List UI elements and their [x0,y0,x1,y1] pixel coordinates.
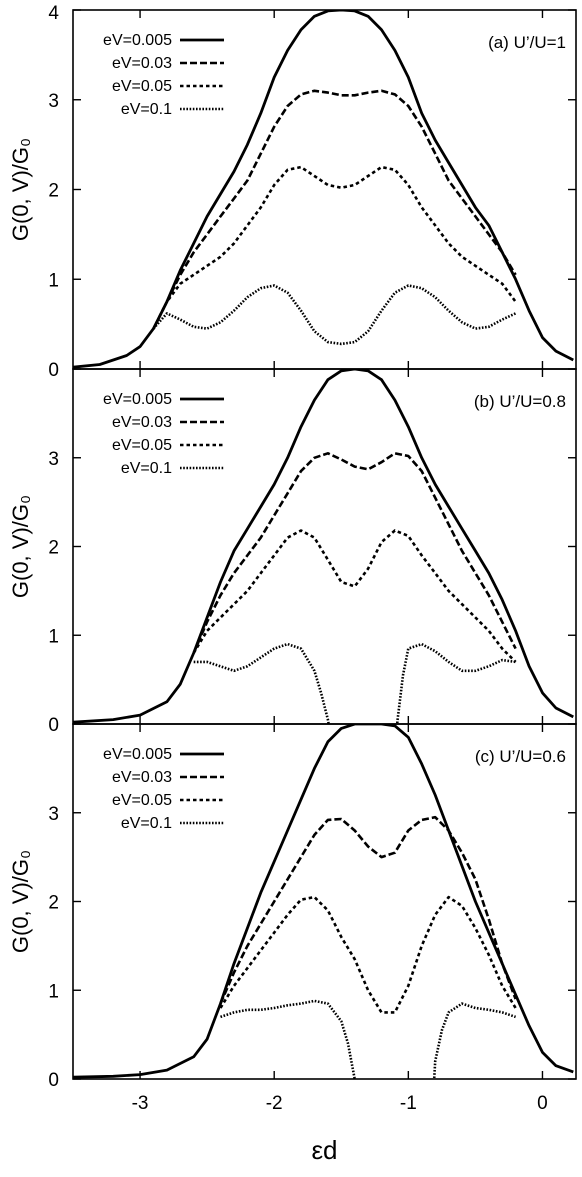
series-line [152,284,517,346]
series-line [219,895,517,1014]
x-tick-label: -3 [132,1093,149,1114]
y-tick-label: 0 [48,1070,59,1091]
x-tick-label: 0 [537,1093,548,1114]
y-tick-label: 3 [48,449,59,470]
series-line [73,10,574,369]
panels-group: 0 1 2 3 4 G(0, V)/G₀ eV=0.005 eV=0.03 eV=0.05 eV=… [8,3,577,1165]
series-group [73,10,574,369]
legend-label: eV=0.1 [121,460,172,477]
y-tick-label: 1 [48,626,59,647]
series-line [192,529,517,663]
series-group [73,724,574,1079]
y-tick-label: 1 [48,270,59,291]
series-line [152,89,517,330]
legend-label: eV=0.1 [121,101,172,118]
x-axis-label: εd [311,1135,337,1165]
legend-label: eV=0.03 [112,769,172,786]
y-tick-label: 0 [48,360,59,381]
series-group [73,369,574,724]
panel-2: 0 1 2 3 G(0, V)/G₀ eV=0.005 eV=0.03 eV=0.05 eV=0… [8,368,577,736]
series-line [193,642,516,724]
y-tick-label: 0 [48,715,59,736]
series-line [220,999,517,1079]
y-tick-label: 2 [48,181,59,202]
panel-3: 0 1 2 3 -3 -2 -1 0 G(0, V)/G₀ εd eV=0.005 eV=0.03 eV… [8,723,577,1165]
legend-label: eV=0.05 [112,792,172,809]
series-line [219,815,517,1005]
y-tick-label: 2 [48,893,59,914]
y-tick-label: 3 [48,804,59,825]
y-axis-label: G(0, V)/G₀ [8,495,33,598]
panel-title: (c) U’/U=0.6 [475,747,566,766]
legend-label: eV=0.1 [121,815,172,832]
y-axis-label: G(0, V)/G₀ [8,138,33,241]
y-tick-label: 3 [48,91,59,112]
legend-label: eV=0.03 [112,55,172,72]
panel-1: 0 1 2 3 4 G(0, V)/G₀ eV=0.005 eV=0.03 eV=0.05 eV=… [8,3,577,381]
y-tick-label: 2 [48,538,59,559]
legend-label: eV=0.005 [103,746,172,763]
y-tick-label: 4 [48,3,59,24]
series-line [152,165,517,330]
y-axis-label: G(0, V)/G₀ [8,850,33,953]
series-line [73,369,574,724]
legend-label: eV=0.05 [112,437,172,454]
panel-title: (a) U’/U=1 [488,33,566,52]
legend-label: eV=0.005 [103,391,172,408]
x-tick-label: -2 [266,1093,283,1114]
x-tick-label: -1 [400,1093,417,1114]
y-tick-label: 1 [48,981,59,1002]
legend-label: eV=0.005 [103,32,172,49]
legend-label: eV=0.05 [112,78,172,95]
panel-title: (b) U’/U=0.8 [474,392,566,411]
series-line [192,452,517,654]
legend-label: eV=0.03 [112,414,172,431]
